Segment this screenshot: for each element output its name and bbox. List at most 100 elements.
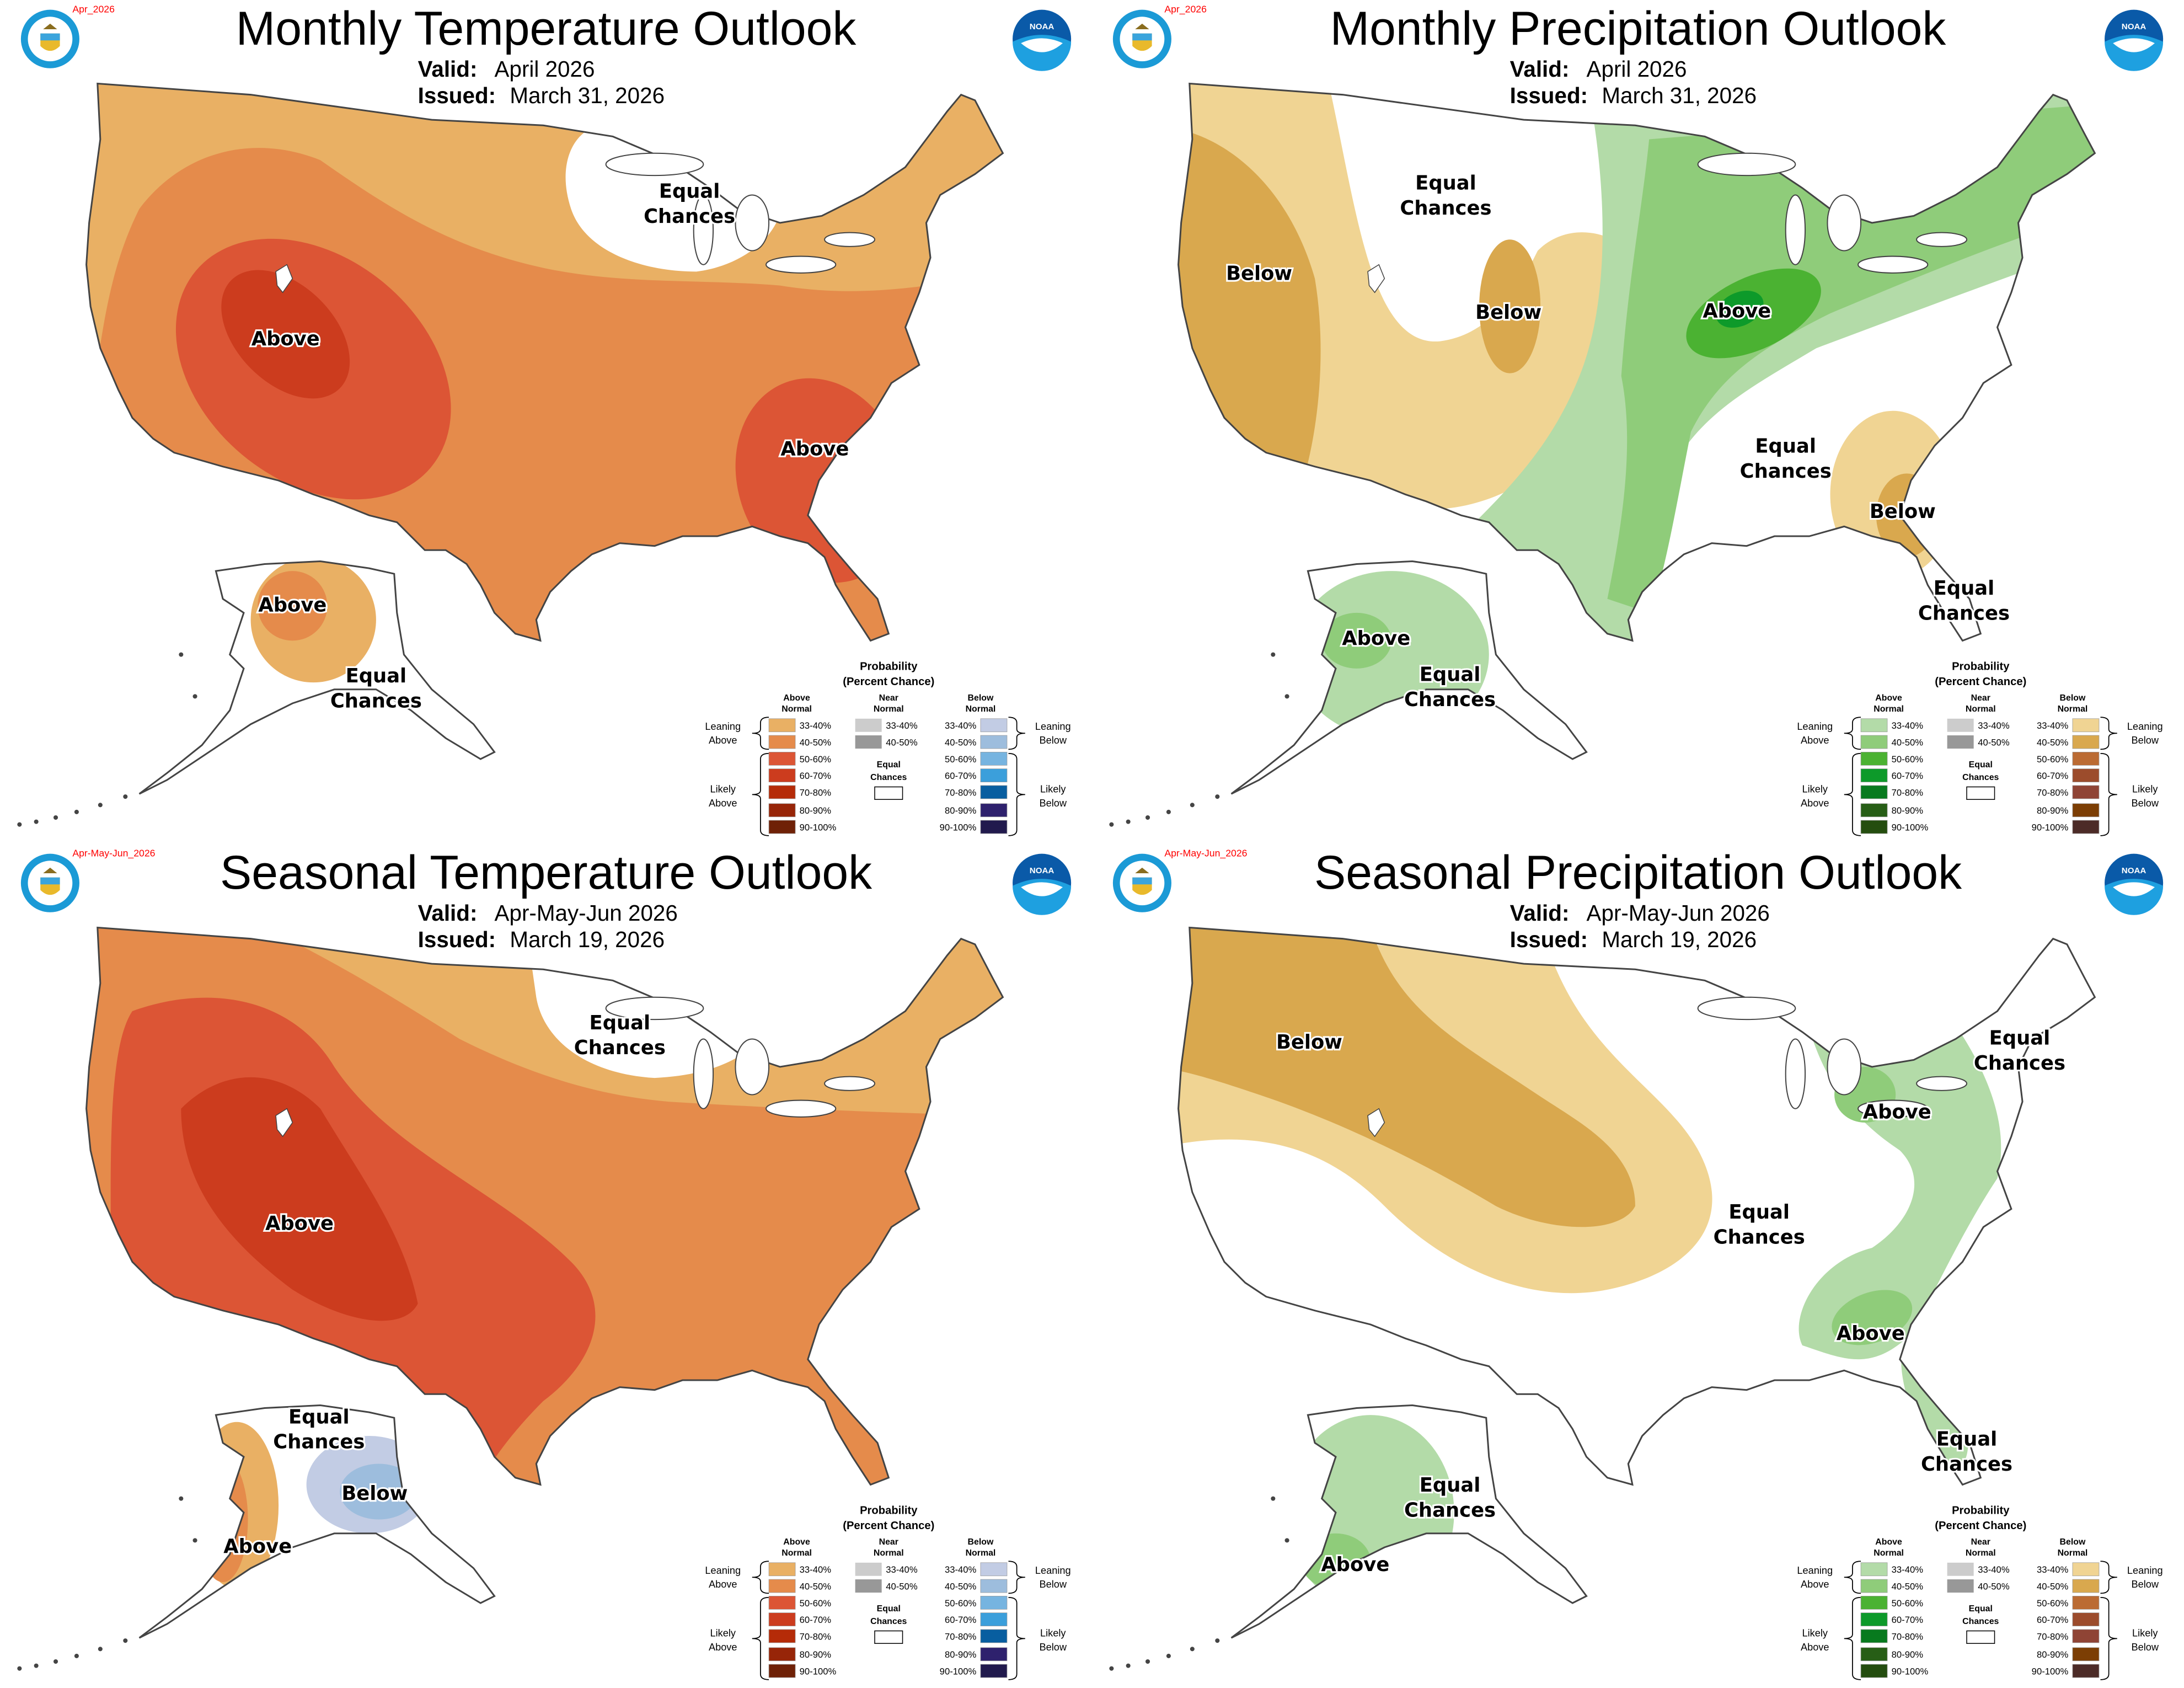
legend-swatch-above — [768, 1629, 796, 1643]
period-tag: Apr_2026 — [1164, 4, 1207, 15]
legend-swatch-below — [2072, 803, 2100, 818]
legend-range-label: 80-90% — [945, 1649, 977, 1660]
below-normal-region — [1178, 927, 1635, 1227]
great-lake — [766, 1099, 837, 1118]
conus-map — [85, 926, 1004, 1486]
legend-header-near: Near — [1971, 693, 1990, 703]
conus-map — [1177, 926, 2096, 1486]
legend-swatch-below — [2072, 1629, 2100, 1643]
legend-range-label: 33-40% — [1892, 720, 1924, 731]
legend-swatch-below — [980, 820, 1008, 834]
legend-swatch-above — [1860, 785, 1888, 799]
below-normal-region — [1479, 239, 1541, 373]
monthly-temperature-outlook-panel: Apr_2026 NOAA Monthly Temperature Outloo… — [0, 0, 1092, 844]
legend-range-label: 50-60% — [945, 754, 977, 765]
map-label: Equal — [1415, 172, 1476, 194]
monthly-precipitation-outlook-panel: Apr_2026 NOAA Monthly Precipitation Outl… — [1092, 0, 2184, 844]
legend-range-label: 50-60% — [2037, 754, 2069, 765]
legend-range-label: 40-50% — [886, 738, 918, 748]
legend-swatch-below — [980, 1612, 1008, 1627]
legend-range-label: 50-60% — [945, 1598, 977, 1609]
above-normal-region — [1321, 612, 1391, 669]
legend-range-label: 60-70% — [800, 1615, 832, 1625]
legend-range-label: 40-50% — [2037, 738, 2069, 748]
map-label: Chances — [1400, 197, 1491, 220]
legend-range-label: 80-90% — [1892, 805, 1924, 816]
great-lake — [1785, 1038, 1806, 1109]
aleutian-island — [123, 1638, 128, 1643]
legend-brace — [1008, 1561, 1025, 1594]
svg-text:NOAA: NOAA — [1030, 22, 1054, 31]
map-label: Below — [341, 1482, 408, 1505]
conus-outline — [85, 926, 1004, 1486]
legend-group-label: Above — [709, 1642, 737, 1653]
legend-group-label: Above — [1801, 798, 1829, 809]
legend-swatch-above — [768, 1664, 796, 1678]
legend-group-label: Likely — [1040, 1628, 1066, 1639]
legend-range-label: 60-70% — [1892, 1615, 1924, 1625]
map-label: Chances — [574, 1037, 666, 1059]
aleutian-island — [123, 794, 128, 799]
svg-text:NOAA: NOAA — [1030, 866, 1054, 875]
legend-swatch-above — [768, 803, 796, 818]
legend-group-label: Leaning — [1797, 1565, 1833, 1576]
map-label: Chances — [273, 1431, 365, 1454]
map-label: Equal — [659, 180, 720, 203]
legend-header-above: Normal — [1873, 1548, 1904, 1558]
issued-label: Issued: — [418, 927, 496, 952]
legend-title: Probability — [1952, 660, 2010, 672]
legend-equal-chances-label: Chances — [1962, 1617, 1999, 1626]
great-lake — [605, 996, 704, 1021]
legend-swatch-above — [1860, 1647, 1888, 1662]
valid-label: Valid: — [418, 900, 478, 926]
legend-header-near: Normal — [874, 1548, 904, 1558]
legend-range-label: 90-100% — [2032, 1666, 2069, 1677]
legend-header-below: Normal — [966, 704, 996, 714]
legend-range-label: 33-40% — [800, 720, 832, 731]
legend-swatch-below — [980, 803, 1008, 818]
legend-swatch-above — [1860, 1562, 1888, 1577]
legend-group-label: Below — [1040, 1642, 1067, 1653]
legend-group-label: Likely — [1802, 1628, 1828, 1639]
legend-title: Probability — [860, 1504, 918, 1516]
legend-range-label: 90-100% — [940, 1666, 977, 1677]
aleutian-island — [98, 1647, 103, 1652]
legend-swatch-below — [2072, 785, 2100, 799]
aleutian-island — [98, 803, 103, 808]
map-label: Above — [1837, 1322, 1905, 1345]
legend-range-label: 70-80% — [800, 787, 832, 798]
aleutian-island — [192, 1538, 197, 1543]
legend-range-label: 90-100% — [2032, 822, 2069, 833]
aleutian-island — [53, 815, 58, 820]
valid-label: Valid: — [1510, 56, 1570, 82]
legend-range-label: 80-90% — [945, 805, 977, 816]
legend-range-label: 60-70% — [945, 771, 977, 781]
legend-group-label: Leaning — [1797, 721, 1833, 732]
legend-equal-chances-label: Equal — [877, 1604, 901, 1614]
aleutian-island — [34, 1663, 39, 1668]
legend-swatch-equal-chances — [874, 786, 903, 800]
noaa-logo: NOAA — [1013, 9, 1072, 71]
legend-swatch-above — [768, 820, 796, 834]
legend-range-label: 40-50% — [1978, 1582, 2010, 1592]
valid-label: Valid: — [1510, 900, 1570, 926]
great-lake — [1858, 255, 1929, 274]
legend-swatch-near — [855, 1579, 882, 1593]
alaska-outline — [138, 560, 496, 795]
map-label: Equal — [346, 665, 407, 687]
conus-outline — [85, 82, 1004, 642]
aleutian-island — [1284, 694, 1289, 699]
legend-range-label: 60-70% — [800, 771, 832, 781]
great-lake — [1916, 1076, 1968, 1091]
legend-group-label: Above — [1801, 1579, 1829, 1590]
alaska-map — [1109, 560, 1588, 827]
legend-group-label: Below — [1040, 735, 1067, 746]
map-label: Equal — [1934, 577, 1995, 600]
map-label: Equal — [1989, 1027, 2051, 1050]
great-salt-lake — [275, 264, 293, 293]
legend-range-label: 90-100% — [800, 1666, 837, 1677]
aleutian-island — [1145, 815, 1150, 820]
legend-swatch-above — [768, 1612, 796, 1627]
legend-equal-chances-label: Chances — [1962, 773, 1999, 782]
legend-header-above: Normal — [781, 704, 812, 714]
